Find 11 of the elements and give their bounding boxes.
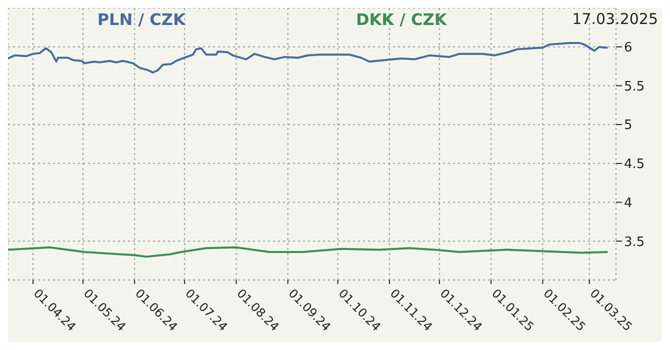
line-series <box>8 246 609 258</box>
text: DKK / CZK <box>356 10 447 28</box>
y-tick-label: 3.5 <box>624 234 645 250</box>
y-tick-label: 6 <box>624 40 632 56</box>
annotation: 17.03.2025 <box>572 10 658 28</box>
y-tick-label: 5 <box>624 118 632 134</box>
line-series <box>8 42 609 74</box>
y-tick-label: 5.5 <box>624 79 645 94</box>
y-tick-label: 4 <box>624 196 632 211</box>
series-label: PLN / CZK <box>97 10 186 28</box>
y-tick-label: 4.5 <box>624 157 645 172</box>
